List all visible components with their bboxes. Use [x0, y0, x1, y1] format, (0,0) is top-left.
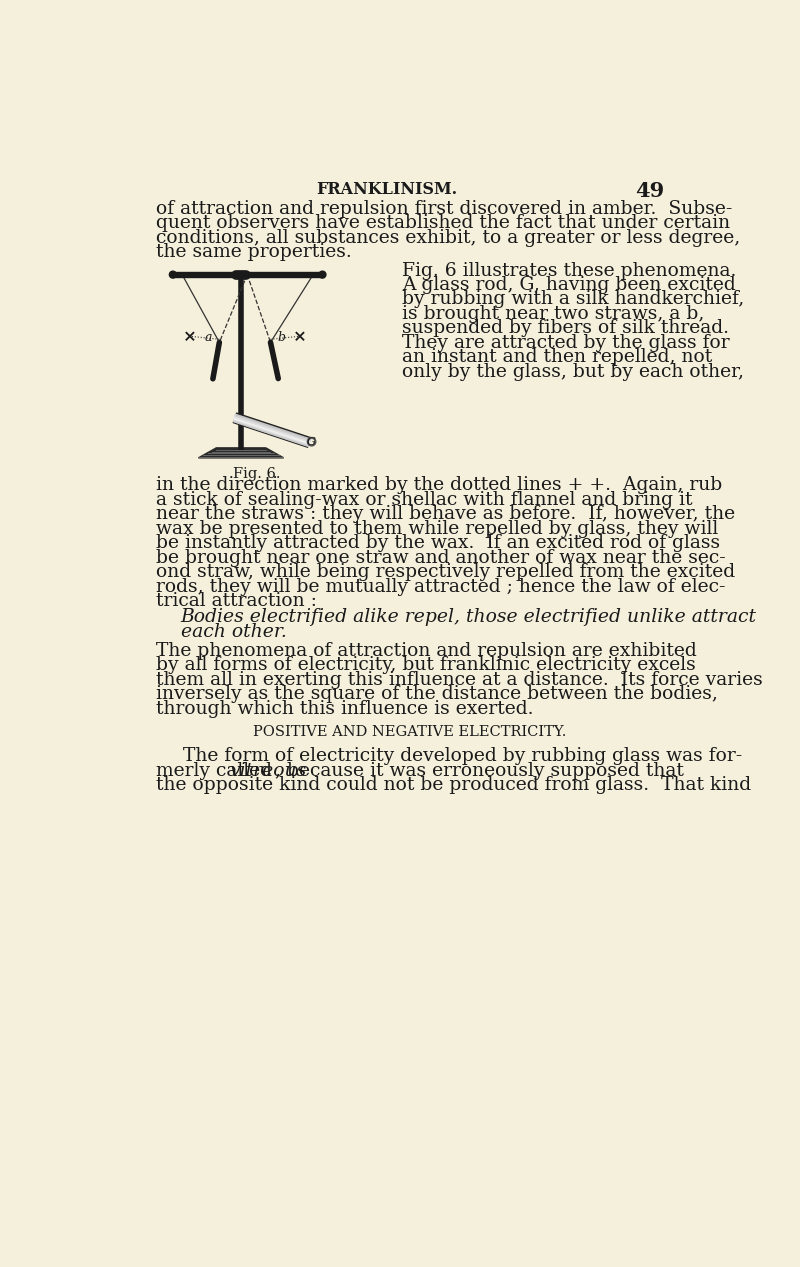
- Text: conditions, all substances exhibit, to a greater or less degree,: conditions, all substances exhibit, to a…: [156, 229, 740, 247]
- Text: be brought near one straw and another of wax near the sec-: be brought near one straw and another of…: [156, 549, 726, 566]
- Text: the same properties.: the same properties.: [156, 243, 351, 261]
- Text: the opposite kind could not be produced from glass.  That kind: the opposite kind could not be produced …: [156, 777, 751, 794]
- Text: They are attracted by the glass for: They are attracted by the glass for: [402, 334, 730, 352]
- Text: in the direction marked by the dotted lines + +.  Again, rub: in the direction marked by the dotted li…: [156, 476, 722, 494]
- Text: inversely as the square of the distance between the bodies,: inversely as the square of the distance …: [156, 685, 718, 703]
- Text: vitreous: vitreous: [230, 761, 306, 779]
- Text: The form of electricity developed by rubbing glass was for-: The form of electricity developed by rub…: [183, 748, 742, 765]
- Text: merly called: merly called: [156, 761, 278, 779]
- Text: each other.: each other.: [181, 622, 286, 641]
- Text: through which this influence is exerted.: through which this influence is exerted.: [156, 699, 534, 717]
- Text: near the straws : they will behave as before.  If, however, the: near the straws : they will behave as be…: [156, 506, 735, 523]
- Text: wax be presented to them while repelled by glass, they will: wax be presented to them while repelled …: [156, 519, 718, 537]
- Text: be instantly attracted by the wax.  If an excited rod of glass: be instantly attracted by the wax. If an…: [156, 535, 720, 552]
- Text: an instant and then repelled, not: an instant and then repelled, not: [402, 348, 713, 366]
- Text: POSITIVE AND NEGATIVE ELECTRICITY.: POSITIVE AND NEGATIVE ELECTRICITY.: [254, 725, 566, 739]
- Bar: [173, 272, 322, 277]
- Polygon shape: [198, 447, 284, 457]
- Text: ond straw, while being respectively repelled from the excited: ond straw, while being respectively repe…: [156, 564, 735, 582]
- Text: them all in exerting this influence at a distance.  Its force varies: them all in exerting this influence at a…: [156, 670, 762, 689]
- Text: by all forms of electricity, but franklinic electricity excels: by all forms of electricity, but frankli…: [156, 656, 695, 674]
- Text: quent observers have established the fact that under certain: quent observers have established the fac…: [156, 214, 730, 232]
- Text: b: b: [278, 331, 286, 345]
- Text: suspended by fibers of silk thread.: suspended by fibers of silk thread.: [402, 319, 730, 337]
- Text: 49: 49: [635, 180, 664, 200]
- Text: only by the glass, but by each other,: only by the glass, but by each other,: [402, 362, 744, 381]
- Text: A glass rod, G, having been excited: A glass rod, G, having been excited: [402, 276, 736, 294]
- Text: is brought near two straws, a b,: is brought near two straws, a b,: [402, 305, 705, 323]
- Text: Bodies electrified alike repel, those electrified unlike attract: Bodies electrified alike repel, those el…: [181, 608, 757, 626]
- Text: G: G: [307, 437, 316, 447]
- Text: Fig. 6.: Fig. 6.: [233, 468, 280, 481]
- Text: a stick of sealing-wax or shellac with flannel and bring it: a stick of sealing-wax or shellac with f…: [156, 490, 692, 509]
- Text: Fig. 6 illustrates these phenomena.: Fig. 6 illustrates these phenomena.: [402, 261, 737, 280]
- Text: The phenomena of attraction and repulsion are exhibited: The phenomena of attraction and repulsio…: [156, 642, 697, 660]
- Circle shape: [319, 271, 326, 277]
- Text: trical attraction :: trical attraction :: [156, 592, 317, 611]
- Text: , because it was erroneously supposed that: , because it was erroneously supposed th…: [274, 761, 683, 779]
- Text: a: a: [205, 331, 212, 345]
- Text: rods, they will be mutually attracted ; hence the law of elec-: rods, they will be mutually attracted ; …: [156, 578, 726, 595]
- Text: of attraction and repulsion first discovered in amber.  Subse-: of attraction and repulsion first discov…: [156, 200, 732, 218]
- Circle shape: [170, 271, 176, 277]
- Text: FRANKLINISM.: FRANKLINISM.: [316, 180, 458, 198]
- Text: by rubbing with a silk handkerchief,: by rubbing with a silk handkerchief,: [402, 290, 745, 308]
